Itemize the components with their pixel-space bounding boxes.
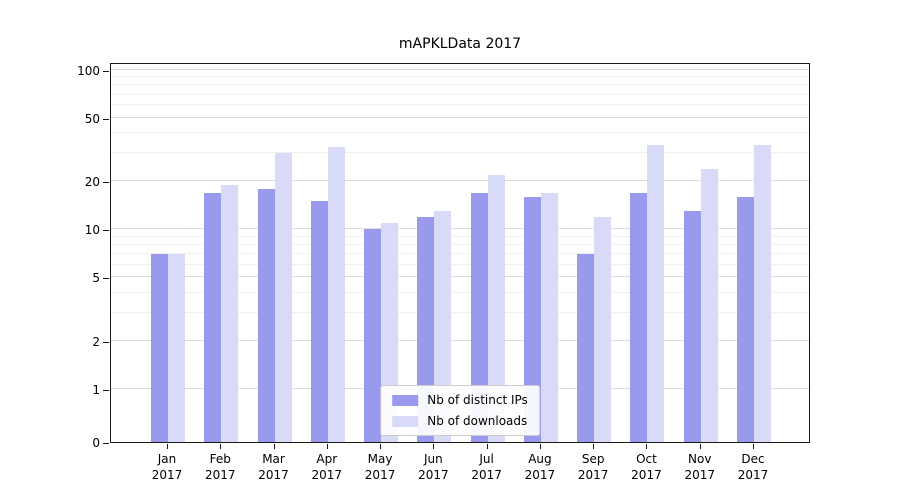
bar-downloads-oct [647, 144, 665, 442]
bar-distinct-ips-feb [204, 192, 222, 442]
y-tick-label: 50 [84, 111, 100, 126]
x-tick-label: Jun 2017 [418, 452, 449, 482]
y-tick-mark [103, 182, 109, 184]
x-tick-label: Sep 2017 [577, 452, 609, 482]
x-tick-label: Oct 2017 [631, 452, 662, 482]
legend: Nb of distinct IPs Nb of downloads [380, 385, 540, 436]
y-tick-label: 1 [92, 383, 100, 397]
major-gridline [111, 339, 809, 341]
y-tick-mark [103, 390, 109, 391]
legend-entry-downloads: Nb of downloads [392, 414, 528, 428]
y-tick-mark [103, 443, 109, 444]
y-tick-label: 100 [77, 63, 100, 78]
bar-distinct-ips-may [364, 229, 382, 442]
x-tick-mark [593, 444, 595, 449]
x-tick-mark [273, 444, 275, 449]
y-tick-mark [103, 70, 109, 72]
x-tick-mark [486, 444, 488, 449]
plot-area: Nb of distinct IPs Nb of downloads [110, 63, 810, 443]
bar-distinct-ips-sep [577, 254, 595, 442]
x-tick-mark [753, 444, 754, 449]
bar-distinct-ips-mar [257, 188, 275, 442]
major-gridline [111, 228, 809, 230]
major-gridline [111, 276, 809, 278]
legend-swatch-distinct-ips [392, 394, 419, 406]
minor-gridline [111, 132, 809, 134]
bar-distinct-ips-dec [737, 196, 754, 442]
y-tick-label: 5 [92, 271, 100, 286]
minor-gridline [111, 235, 809, 237]
y-tick-label: 2 [92, 334, 100, 349]
minor-gridline [111, 263, 809, 265]
y-tick-label: 0 [92, 436, 100, 450]
y-tick-mark [103, 230, 109, 232]
bar-distinct-ips-jul [470, 192, 488, 442]
major-gridline [111, 116, 809, 118]
x-tick-label: Jul 2017 [471, 452, 502, 482]
bar-downloads-dec [754, 144, 771, 442]
x-tick-mark [220, 444, 222, 449]
y-tick-mark [103, 278, 109, 280]
minor-gridline [111, 76, 809, 78]
bar-downloads-apr [327, 146, 345, 442]
minor-gridline [111, 104, 809, 106]
x-tick-label: Nov 2017 [684, 452, 715, 482]
bar-downloads-jun [434, 211, 452, 442]
y-tick-label: 20 [84, 175, 100, 190]
y-tick-mark [103, 341, 109, 343]
legend-label-downloads: Nb of downloads [427, 414, 528, 428]
bar-distinct-ips-aug [523, 196, 541, 442]
chart-title: mAPKLData 2017 [398, 36, 522, 52]
minor-gridline [111, 311, 809, 313]
x-tick-mark [699, 444, 701, 449]
bar-downloads-aug [540, 192, 558, 442]
x-tick-mark [380, 444, 382, 449]
bar-distinct-ips-jan [151, 254, 168, 442]
legend-entry-distinct-ips: Nb of distinct IPs [392, 393, 528, 407]
x-tick-label: Dec 2017 [737, 452, 769, 482]
x-tick-mark [539, 444, 541, 449]
minor-gridline [111, 152, 809, 154]
minor-gridline [111, 84, 809, 86]
bar-distinct-ips-nov [683, 211, 701, 442]
x-tick-label: Aug 2017 [524, 452, 556, 482]
legend-swatch-downloads [392, 415, 419, 427]
bar-downloads-jul [487, 174, 505, 442]
bar-downloads-jan [168, 254, 185, 442]
minor-gridline [111, 93, 809, 95]
bar-downloads-feb [221, 184, 239, 442]
y-tick-mark [103, 118, 109, 120]
major-gridline [111, 68, 809, 70]
bar-downloads-sep [594, 216, 612, 442]
x-tick-label: Feb 2017 [204, 452, 236, 482]
y-tick-label: 10 [84, 223, 100, 238]
minor-gridline [111, 243, 809, 245]
bar-downloads-mar [274, 153, 292, 442]
x-tick-label: Jan 2017 [151, 452, 183, 482]
bar-downloads-nov [700, 168, 718, 442]
x-tick-mark [433, 444, 435, 449]
bar-distinct-ips-apr [310, 201, 328, 442]
x-tick-label: May 2017 [364, 452, 396, 482]
legend-label-distinct-ips: Nb of distinct IPs [427, 393, 528, 407]
x-tick-mark [646, 444, 648, 449]
minor-gridline [111, 253, 809, 255]
bar-distinct-ips-oct [630, 192, 648, 442]
x-tick-label: Apr 2017 [311, 452, 343, 482]
x-tick-mark [326, 444, 328, 449]
x-tick-mark [167, 444, 168, 449]
x-tick-label: Mar 2017 [258, 452, 289, 482]
minor-gridline [111, 291, 809, 293]
major-gridline [111, 180, 809, 182]
